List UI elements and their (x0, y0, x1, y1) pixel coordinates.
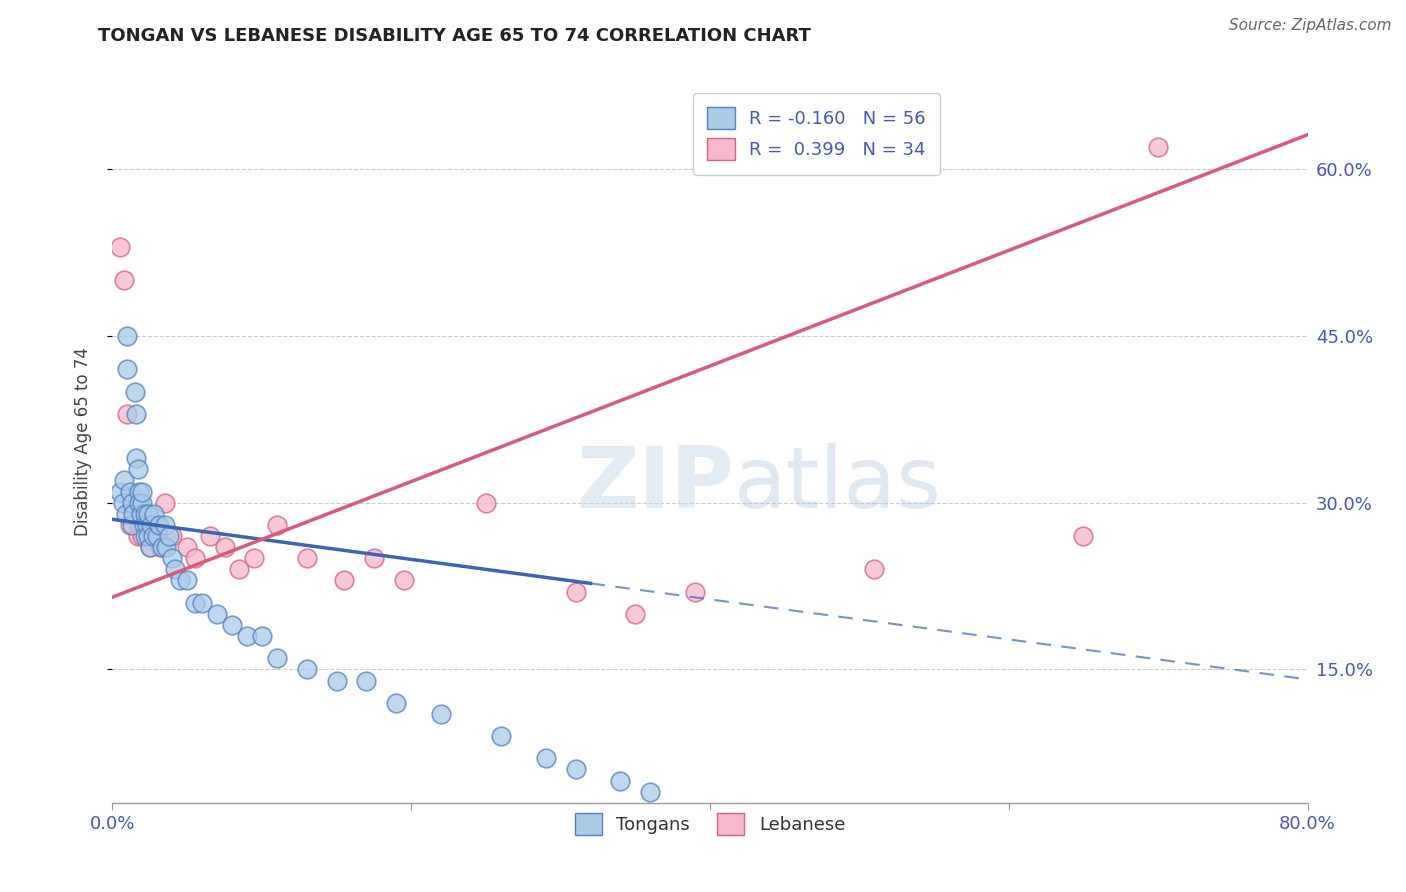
Point (108, 484, 131, 499)
Point (534, 751, 557, 765)
Point (124, 384, 146, 399)
Point (564, 584, 586, 599)
Point (143, 529, 166, 543)
Point (115, 507, 138, 521)
Point (128, 484, 150, 499)
Point (131, 529, 153, 543)
Point (134, 529, 156, 543)
Point (135, 517, 157, 532)
Point (150, 540, 173, 554)
Point (111, 496, 134, 510)
Point (132, 517, 155, 532)
Point (142, 529, 165, 543)
Point (127, 462, 149, 476)
Point (162, 529, 183, 543)
Point (127, 529, 149, 543)
Point (114, 273, 135, 287)
Point (385, 696, 408, 710)
Point (120, 517, 142, 532)
Point (475, 496, 498, 510)
Point (138, 507, 160, 521)
Point (430, 706, 453, 721)
Point (356, 673, 378, 688)
Point (138, 507, 160, 521)
Point (125, 451, 148, 466)
Point (1073, 529, 1095, 543)
Point (155, 540, 177, 554)
Point (266, 651, 288, 665)
Point (153, 517, 176, 532)
Point (153, 496, 176, 510)
Point (295, 551, 318, 566)
Point (117, 362, 139, 376)
Point (146, 529, 169, 543)
Point (141, 517, 163, 532)
Point (117, 329, 139, 343)
Point (165, 562, 187, 576)
Point (564, 763, 586, 777)
Point (139, 540, 162, 554)
Text: Source: ZipAtlas.com: Source: ZipAtlas.com (1229, 18, 1392, 33)
Point (138, 529, 160, 543)
Point (128, 517, 150, 532)
Point (134, 507, 156, 521)
Point (124, 507, 146, 521)
Point (205, 607, 228, 621)
Text: ZIP: ZIP (576, 443, 734, 526)
Point (489, 729, 512, 743)
Point (121, 496, 143, 510)
Point (120, 484, 142, 499)
Point (325, 673, 347, 688)
Point (122, 507, 145, 521)
Y-axis label: Disability Age 65 to 74: Disability Age 65 to 74 (73, 347, 91, 536)
Point (183, 596, 205, 610)
Point (117, 407, 139, 421)
Point (609, 773, 631, 788)
Point (683, 584, 706, 599)
Point (363, 551, 385, 566)
Point (191, 596, 214, 610)
Point (129, 507, 152, 521)
Point (183, 551, 205, 566)
Point (149, 540, 172, 554)
Point (176, 574, 198, 588)
Point (125, 407, 148, 421)
Point (266, 517, 288, 532)
Legend: Tongans, Lebanese: Tongans, Lebanese (565, 805, 855, 845)
Point (121, 517, 143, 532)
Point (134, 517, 156, 532)
Point (243, 551, 266, 566)
Point (143, 507, 166, 521)
Point (624, 607, 647, 621)
Point (157, 529, 180, 543)
Point (108, 240, 131, 254)
Point (250, 629, 273, 643)
Point (169, 574, 191, 588)
Point (131, 496, 153, 510)
Point (162, 551, 183, 566)
Point (114, 474, 135, 488)
Point (128, 496, 150, 510)
Point (148, 517, 170, 532)
Point (146, 517, 169, 532)
Point (131, 484, 153, 499)
Point (221, 618, 243, 632)
Point (228, 562, 250, 576)
Point (139, 540, 162, 554)
Point (392, 574, 415, 588)
Point (640, 785, 662, 799)
Point (176, 540, 198, 554)
Point (198, 529, 221, 543)
Point (333, 574, 356, 588)
Point (236, 629, 259, 643)
Point (1147, 140, 1170, 154)
Point (214, 540, 236, 554)
Text: TONGAN VS LEBANESE DISABILITY AGE 65 TO 74 CORRELATION CHART: TONGAN VS LEBANESE DISABILITY AGE 65 TO … (98, 27, 811, 45)
Point (863, 562, 886, 576)
Text: atlas: atlas (734, 443, 942, 526)
Point (295, 662, 318, 676)
